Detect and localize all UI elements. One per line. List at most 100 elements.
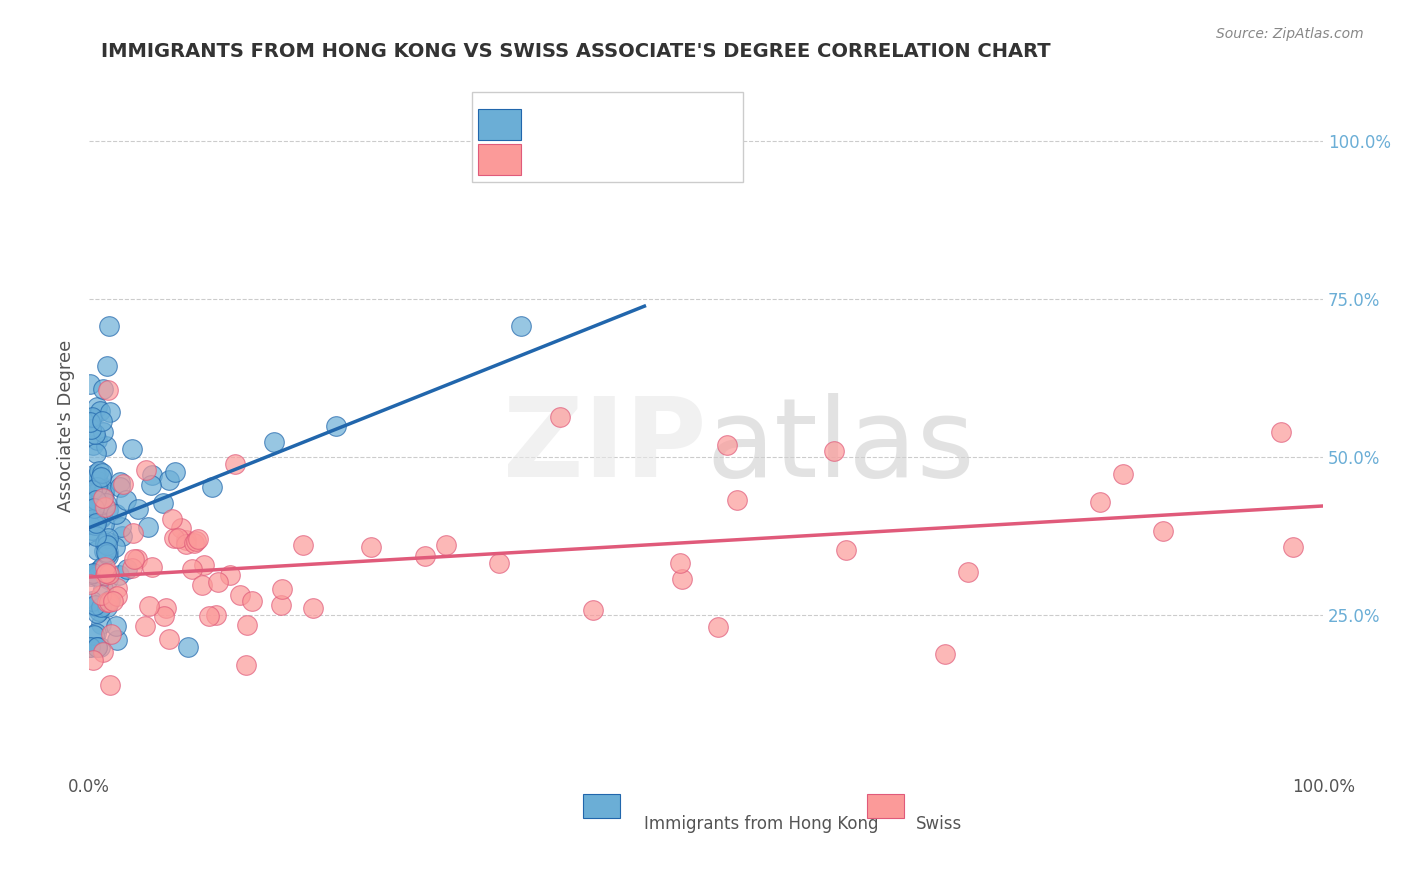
Point — [413, 549, 436, 563]
Point — [90, 599, 112, 614]
Point — [205, 607, 228, 622]
Point — [292, 538, 315, 552]
Text: Immigrants from Hong Kong: Immigrants from Hong Kong — [644, 815, 879, 833]
Point — [83, 628, 105, 642]
Point — [97, 573, 120, 587]
Point — [80, 409, 103, 424]
Point — [97, 567, 120, 582]
Text: R = 0.221   N = 112: R = 0.221 N = 112 — [540, 123, 707, 141]
Point — [193, 558, 215, 573]
Point — [218, 568, 240, 582]
Point — [235, 658, 257, 673]
Point — [96, 439, 118, 453]
Point — [93, 560, 115, 574]
Point — [91, 582, 114, 596]
Point — [83, 499, 105, 513]
Point — [89, 483, 111, 498]
Point — [86, 468, 108, 483]
Point — [79, 415, 101, 429]
Point — [86, 626, 108, 640]
Point — [157, 473, 180, 487]
Point — [91, 425, 114, 439]
Point — [83, 485, 105, 500]
Point — [271, 582, 294, 596]
Point — [86, 480, 108, 494]
Point — [80, 568, 103, 582]
Text: atlas: atlas — [706, 392, 974, 500]
Point — [105, 633, 128, 648]
Point — [79, 576, 101, 591]
Point — [488, 556, 510, 570]
Point — [82, 503, 104, 517]
Point — [79, 516, 101, 531]
Point — [89, 563, 111, 577]
Point — [1282, 541, 1305, 555]
Point — [96, 594, 118, 608]
Point — [83, 467, 105, 481]
Point — [671, 572, 693, 586]
Point — [90, 616, 112, 631]
Point — [96, 359, 118, 373]
Point — [121, 561, 143, 575]
Point — [163, 531, 186, 545]
Point — [105, 619, 128, 633]
Point — [100, 592, 122, 607]
Point — [98, 404, 121, 418]
Point — [79, 377, 101, 392]
Point — [80, 523, 103, 537]
Point — [93, 483, 115, 497]
Point — [91, 466, 114, 480]
Point — [360, 540, 382, 554]
Point — [86, 528, 108, 542]
Point — [325, 418, 347, 433]
FancyBboxPatch shape — [866, 794, 904, 818]
Point — [167, 531, 190, 545]
Point — [108, 568, 131, 582]
Point — [104, 540, 127, 554]
Point — [93, 645, 115, 659]
Point — [94, 568, 117, 582]
Point — [82, 512, 104, 526]
Point — [155, 601, 177, 615]
Point — [80, 527, 103, 541]
Point — [716, 438, 738, 452]
Point — [201, 480, 224, 494]
Point — [89, 507, 111, 521]
Point — [84, 446, 107, 460]
Point — [159, 632, 181, 646]
Point — [127, 552, 149, 566]
Point — [86, 543, 108, 558]
Point — [187, 532, 209, 546]
Point — [97, 318, 120, 333]
Point — [82, 566, 104, 581]
Point — [86, 640, 108, 654]
Point — [98, 678, 121, 692]
Point — [84, 427, 107, 442]
Point — [122, 525, 145, 540]
Point — [80, 567, 103, 582]
Text: Source: ZipAtlas.com: Source: ZipAtlas.com — [1216, 27, 1364, 41]
Point — [97, 531, 120, 545]
Point — [174, 533, 197, 548]
Point — [96, 538, 118, 552]
FancyBboxPatch shape — [478, 144, 522, 175]
Point — [100, 627, 122, 641]
Point — [934, 647, 956, 661]
Point — [183, 536, 205, 550]
Point — [141, 468, 163, 483]
Point — [101, 593, 124, 607]
Point — [83, 599, 105, 614]
Point — [240, 593, 263, 607]
Point — [236, 618, 259, 632]
FancyBboxPatch shape — [582, 794, 620, 818]
Point — [135, 463, 157, 477]
Point — [169, 521, 191, 535]
Point — [725, 493, 748, 508]
Point — [97, 383, 120, 397]
Point — [127, 502, 149, 516]
Point — [91, 491, 114, 505]
Point — [510, 318, 533, 333]
Point — [82, 483, 104, 497]
Point — [434, 538, 457, 552]
Point — [111, 529, 134, 543]
